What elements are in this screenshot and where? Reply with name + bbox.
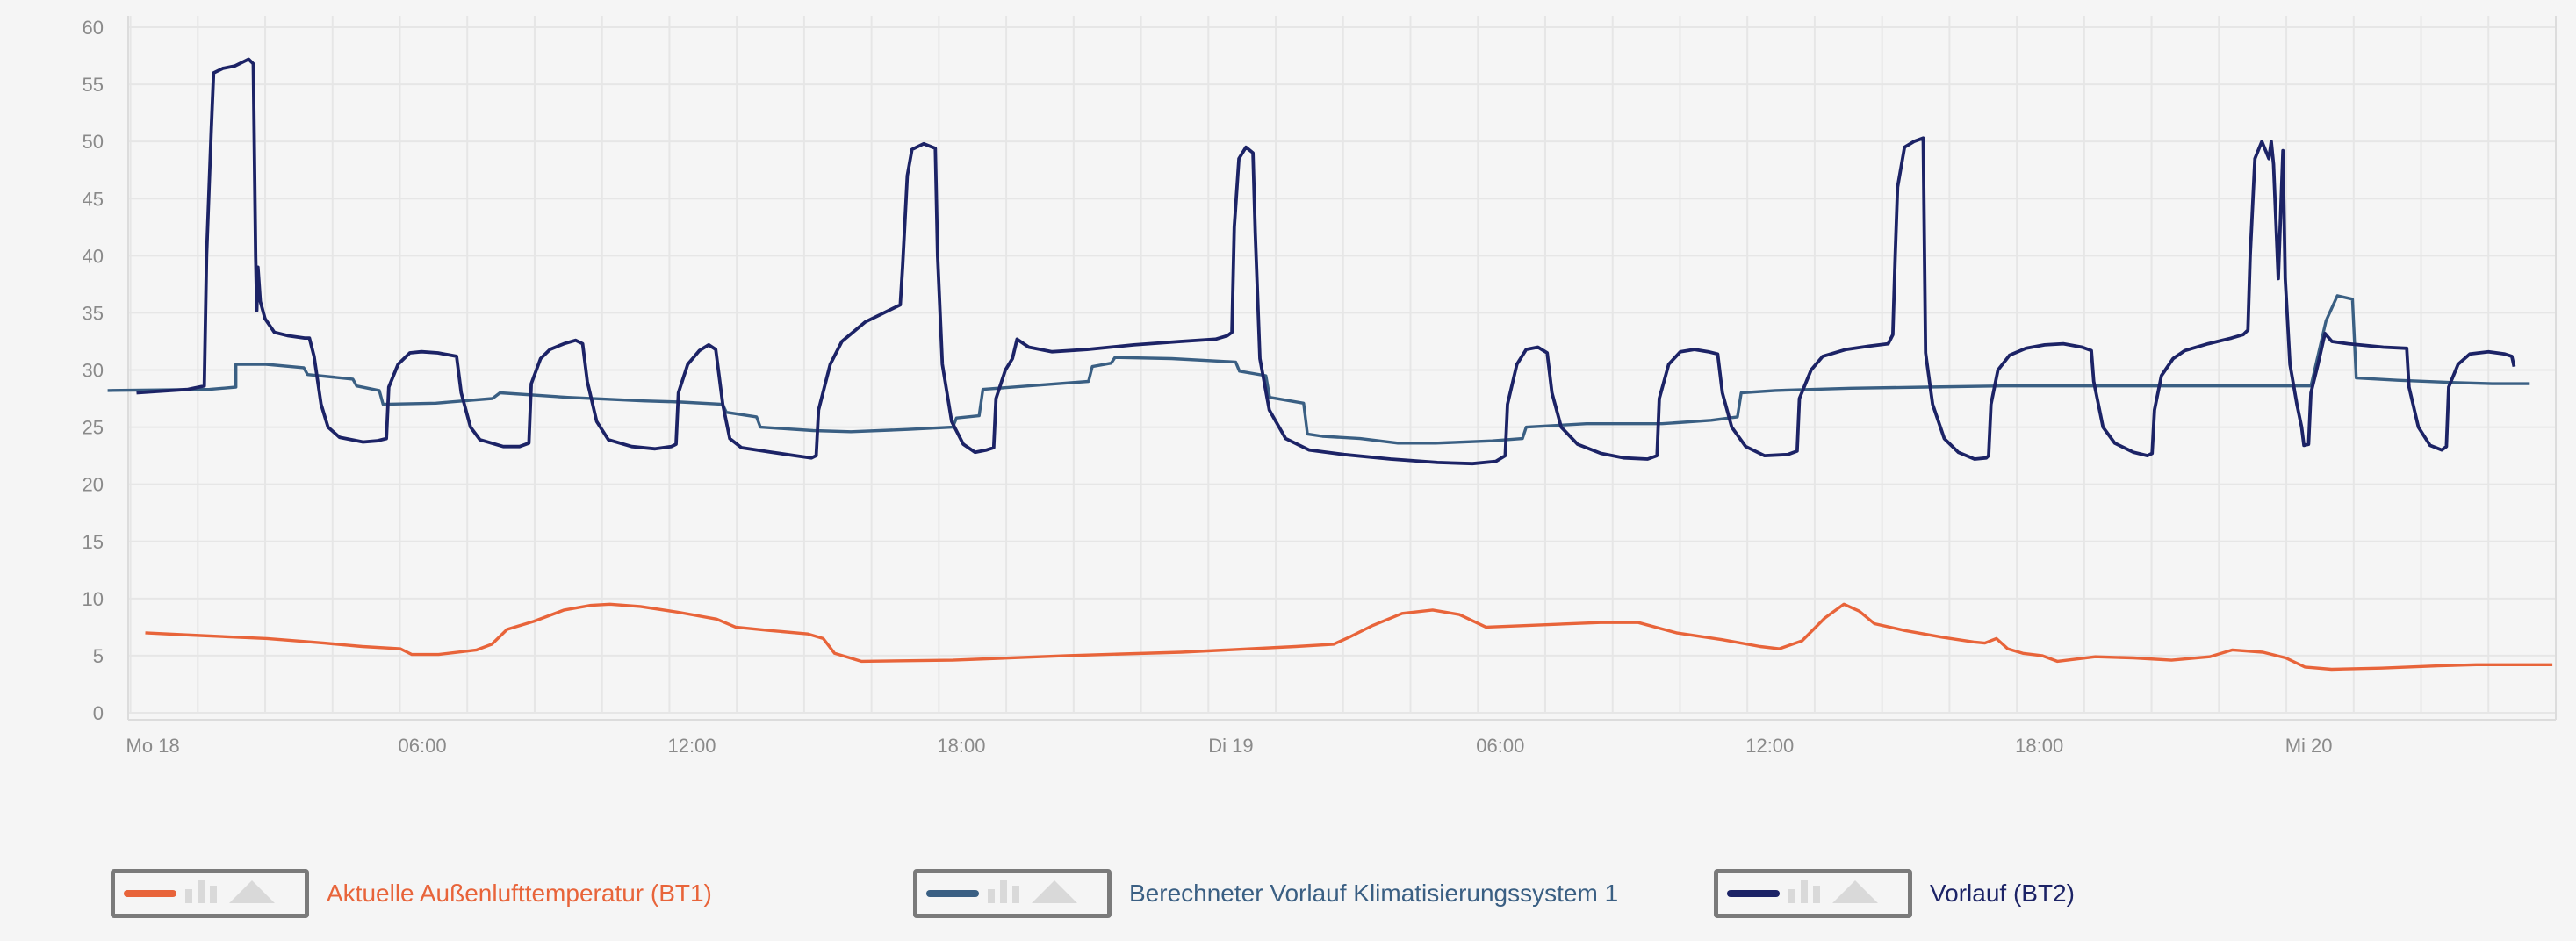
x-tick-label: 06:00 [399,735,447,757]
series-line-0 [145,602,2553,672]
y-tick-label: 20 [83,474,104,496]
series-style-icon [926,880,1077,903]
y-tick-label: 50 [83,131,104,153]
x-tick-label: Mi 20 [2285,735,2333,757]
legend-label-calc-flow: Berechneter Vorlauf Klimatisierungssyste… [1129,880,1619,907]
y-tick-label: 40 [83,245,104,267]
x-tick-label: 12:00 [1745,735,1794,757]
y-axis: 0 5 10 15 20 25 30 35 40 45 50 55 60 [83,17,104,724]
line-chart: 0 5 10 15 20 25 30 35 40 45 50 55 60 Mo 18 06:00 12:00… [83,16,2557,757]
legend-item-bt1[interactable]: Aktuelle Außenlufttemperatur (BT1) [111,867,712,920]
series-line-2 [136,57,2516,466]
x-axis: Mo 18 06:00 12:00 18:00 Di 19 06:00 12:00 18:00… [126,735,2333,757]
legend-toggle-bt2[interactable] [1714,869,1912,918]
x-tick-label: Di 19 [1208,735,1253,757]
y-tick-label: 45 [83,188,104,210]
y-tick-label: 5 [93,645,104,667]
y-tick-label: 55 [83,74,104,96]
legend-label-bt2: Vorlauf (BT2) [1930,880,2075,907]
y-tick-label: 30 [83,360,104,382]
x-tick-label: 06:00 [1476,735,1524,757]
chart-series [107,57,2553,672]
y-tick-label: 25 [83,417,104,439]
legend-item-bt2[interactable]: Vorlauf (BT2) [1714,867,2075,920]
y-tick-label: 60 [83,17,104,39]
legend-toggle-calc-flow[interactable] [913,869,1112,918]
legend-label-bt1: Aktuelle Außenlufttemperatur (BT1) [327,880,712,907]
y-tick-label: 15 [83,531,104,553]
series-style-icon [1727,880,1878,903]
x-tick-label: 18:00 [2015,735,2063,757]
y-tick-label: 35 [83,302,104,324]
legend-toggle-bt1[interactable] [111,869,309,918]
x-tick-label: 12:00 [667,735,716,757]
legend-item-calc-flow[interactable]: Berechneter Vorlauf Klimatisierungssyste… [913,867,1618,920]
series-style-icon [124,880,275,903]
x-tick-label: 18:00 [937,735,985,757]
chart-grid [127,16,2557,721]
x-tick-label: Mo 18 [126,735,180,757]
y-tick-label: 10 [83,588,104,610]
y-tick-label: 0 [93,702,104,724]
